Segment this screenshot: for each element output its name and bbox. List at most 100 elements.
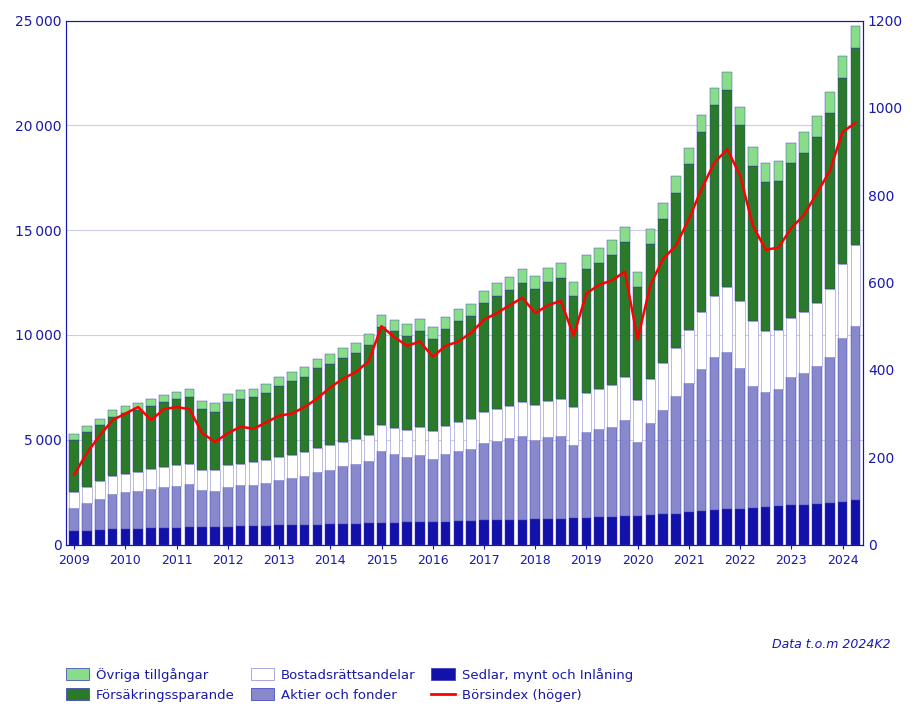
Bar (722, 72, 732, 89)
Bar (479, 412, 488, 443)
Bar (684, 164, 694, 330)
Bar (70, 531, 79, 545)
Bar (376, 316, 386, 326)
Bar (300, 475, 309, 525)
Bar (274, 526, 284, 545)
Bar (428, 430, 438, 459)
Bar (339, 348, 348, 358)
Bar (710, 510, 720, 545)
Bar (518, 520, 527, 545)
Bar (466, 304, 476, 316)
Bar (531, 405, 540, 440)
Bar (556, 435, 565, 518)
Bar (441, 521, 451, 545)
Bar (441, 329, 451, 426)
Bar (236, 398, 245, 464)
Bar (262, 384, 271, 393)
Bar (326, 446, 335, 470)
Bar (518, 402, 527, 435)
Bar (339, 467, 348, 524)
Bar (389, 427, 399, 454)
Bar (274, 377, 284, 386)
Bar (825, 504, 834, 545)
Bar (441, 426, 451, 454)
Bar (197, 470, 207, 491)
Bar (415, 427, 425, 455)
Bar (402, 324, 412, 336)
Bar (658, 409, 668, 515)
Bar (697, 115, 707, 132)
Bar (851, 48, 860, 245)
Bar (262, 460, 271, 483)
Bar (466, 521, 476, 545)
Bar (415, 331, 425, 427)
Bar (223, 486, 232, 526)
Bar (569, 407, 578, 445)
Bar (197, 401, 207, 409)
Bar (800, 505, 809, 545)
Bar (531, 289, 540, 405)
Bar (492, 521, 501, 545)
Bar (133, 403, 143, 410)
Bar (223, 526, 232, 545)
Bar (249, 389, 258, 398)
Bar (351, 439, 361, 464)
Bar (645, 229, 655, 244)
Bar (710, 88, 720, 105)
Bar (774, 506, 783, 545)
Bar (249, 526, 258, 545)
Bar (838, 338, 847, 502)
Bar (441, 317, 451, 329)
Bar (107, 475, 118, 494)
Bar (83, 486, 92, 503)
Bar (107, 417, 118, 475)
Bar (607, 385, 617, 427)
Bar (376, 523, 386, 545)
Bar (236, 390, 245, 398)
Bar (326, 524, 335, 545)
Bar (364, 334, 374, 345)
Bar (223, 394, 232, 403)
Bar (697, 512, 707, 545)
Bar (607, 427, 617, 517)
Bar (415, 319, 425, 331)
Bar (70, 508, 79, 531)
Bar (428, 339, 438, 430)
Bar (774, 389, 783, 506)
Bar (825, 357, 834, 504)
Bar (735, 508, 744, 545)
Bar (569, 445, 578, 518)
Bar (761, 392, 770, 507)
Bar (671, 513, 681, 545)
Bar (120, 529, 130, 545)
Bar (274, 481, 284, 526)
Bar (351, 524, 361, 545)
Bar (658, 219, 668, 364)
Bar (479, 443, 488, 521)
Bar (159, 395, 169, 402)
Bar (339, 442, 348, 467)
Bar (556, 278, 565, 399)
Bar (262, 483, 271, 526)
Bar (479, 303, 488, 412)
Bar (761, 507, 770, 545)
Bar (402, 336, 412, 430)
Bar (249, 462, 258, 485)
Bar (159, 467, 169, 487)
Bar (326, 470, 335, 524)
Bar (748, 147, 757, 166)
Bar (812, 302, 822, 366)
Bar (851, 326, 860, 499)
Bar (95, 481, 105, 499)
Bar (748, 166, 757, 321)
Bar (543, 268, 553, 282)
Bar (697, 132, 707, 312)
Bar (812, 505, 822, 545)
Bar (223, 403, 232, 465)
Bar (70, 434, 79, 440)
Bar (274, 457, 284, 481)
Bar (620, 516, 630, 545)
Bar (146, 399, 156, 406)
Bar (505, 438, 514, 520)
Bar (518, 283, 527, 402)
